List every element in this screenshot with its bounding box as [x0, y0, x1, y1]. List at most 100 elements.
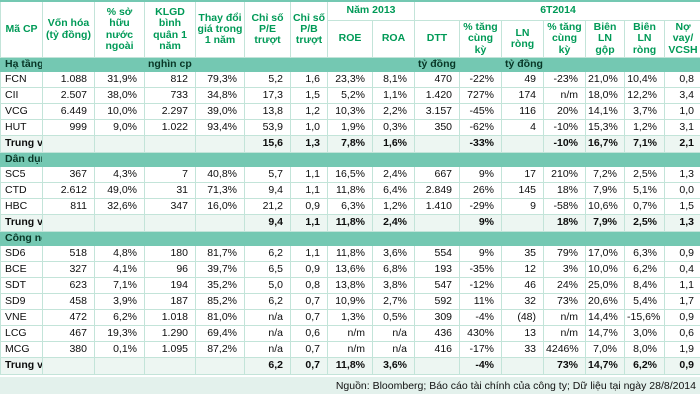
value-cell: 193	[414, 261, 461, 278]
value-cell: -22%	[459, 71, 503, 88]
value-cell: 20,6%	[585, 293, 626, 310]
value-cell: 49,0%	[94, 182, 145, 199]
col-header-ln-rong: LN ròng	[501, 20, 545, 58]
source-note: Nguồn: Bloomberg; Báo cáo tài chính của …	[335, 379, 696, 392]
value-cell: 518	[42, 245, 95, 262]
value-cell: 79,3%	[195, 71, 245, 88]
value-cell: 14,1%	[585, 103, 626, 120]
value-cell: 7,2%	[585, 166, 626, 183]
value-cell: 32,6%	[94, 198, 145, 215]
median-value-cell: 6,2%	[624, 357, 666, 375]
value-cell: 11,8%	[327, 182, 373, 199]
value-cell: 79%	[543, 245, 587, 262]
value-cell: 9%	[459, 166, 503, 183]
median-value-cell: -33%	[459, 135, 503, 153]
value-cell: -4%	[459, 309, 503, 326]
unit-cell	[94, 231, 145, 246]
value-cell: 0,9	[290, 261, 328, 278]
unit-label: tỷ đồng	[501, 57, 545, 72]
value-cell: 367	[42, 166, 95, 183]
value-cell: 9	[501, 198, 545, 215]
value-cell: 87,2%	[195, 341, 245, 358]
value-cell: 13,8	[244, 103, 291, 120]
value-cell: 180	[144, 245, 196, 262]
value-cell: 1,2%	[624, 119, 666, 136]
value-cell: 667	[414, 166, 461, 183]
ticker-cell: HUT	[0, 119, 43, 136]
median-value-cell: 1,3	[290, 135, 328, 153]
col-header-no-vay-vcsh: Nợ vay/ VCSH	[664, 20, 700, 58]
value-cell: 46	[501, 277, 545, 294]
median-value-cell	[195, 357, 245, 375]
value-cell: 1,1	[290, 182, 328, 199]
stock-row: SDT 623 7,1% 194 35,2% 5,0 0,8 13,8% 3,8% 547 -12%…	[0, 277, 700, 294]
median-value-cell: 9,4	[244, 214, 291, 232]
value-cell: 0,9	[664, 309, 700, 326]
value-cell: 33	[501, 341, 545, 358]
value-cell: 6,2	[244, 245, 291, 262]
value-cell: 0,7%	[624, 198, 666, 215]
value-cell: 554	[414, 245, 461, 262]
value-cell: 3,7%	[624, 103, 666, 120]
median-value-cell	[42, 357, 95, 375]
value-cell: 470	[414, 71, 461, 88]
value-cell: 3,9%	[94, 293, 145, 310]
median-value-cell: 1,6%	[371, 135, 416, 153]
unit-cell	[664, 231, 700, 246]
col-header-thay-doi-gia: Thay đổi giá trong 1 năm	[195, 0, 245, 58]
value-cell: 6,5	[244, 261, 291, 278]
value-cell: 174	[501, 87, 545, 104]
unit-cell	[585, 152, 626, 167]
value-cell: n/a	[371, 341, 416, 358]
value-cell: 6,2%	[624, 261, 666, 278]
value-cell: 93,4%	[195, 119, 245, 136]
value-cell: 727%	[459, 87, 503, 104]
median-value-cell: 11,8%	[327, 357, 373, 375]
unit-cell	[244, 231, 291, 246]
value-cell: 73%	[543, 293, 587, 310]
value-cell: 35,2%	[195, 277, 245, 294]
value-cell: 592	[414, 293, 461, 310]
median-value-cell	[94, 214, 145, 232]
median-label: Trung vị	[0, 214, 43, 232]
median-value-cell: 6,2	[244, 357, 291, 375]
value-cell: 0,8	[290, 277, 328, 294]
value-cell: 2,5%	[624, 166, 666, 183]
stock-row: SC5 367 4,3% 7 40,8% 5,7 1,1 16,5% 2,4% 667 9% 17 21…	[0, 166, 700, 183]
group-header-nam-2013: Năm 2013	[326, 0, 416, 21]
value-cell: 7	[144, 166, 196, 183]
value-cell: 14,7%	[585, 325, 626, 342]
value-cell: 1.095	[144, 341, 196, 358]
value-cell: -10%	[543, 119, 587, 136]
median-value-cell	[501, 135, 545, 153]
value-cell: 18%	[543, 182, 587, 199]
value-cell: 1,5	[664, 198, 700, 215]
value-cell: 16,0%	[195, 198, 245, 215]
unit-cell	[624, 57, 666, 72]
stock-row: LCG 467 19,3% 1.290 69,4% n/a 0,6 n/m n/a 436 430%…	[0, 325, 700, 342]
value-cell: 24%	[543, 277, 587, 294]
ticker-cell: LCG	[0, 325, 43, 342]
value-cell: 1.022	[144, 119, 196, 136]
value-cell: 1.410	[414, 198, 461, 215]
stock-row: CTD 2.612 49,0% 31 71,3% 9,4 1,1 11,8% 6,4% 2.849…	[0, 182, 700, 199]
value-cell: 1,6	[290, 71, 328, 88]
section-row: Dân dụng	[0, 152, 700, 167]
value-cell: 6.449	[42, 103, 95, 120]
value-cell: n/m	[327, 325, 373, 342]
value-cell: 4,8%	[94, 245, 145, 262]
value-cell: 23,3%	[327, 71, 373, 88]
section-row: Công nghiệp	[0, 231, 700, 246]
value-cell: 81,7%	[195, 245, 245, 262]
table-body: Hạ tầng nghìn cp tỷ đồng tỷ đồng FCN 1.088 31,…	[0, 57, 700, 375]
median-value-cell: 7,8%	[327, 135, 373, 153]
value-cell: 13,6%	[327, 261, 373, 278]
value-cell: 40,8%	[195, 166, 245, 183]
value-cell: 1.290	[144, 325, 196, 342]
unit-cell	[543, 152, 587, 167]
value-cell: 6,8%	[371, 261, 416, 278]
median-value-cell	[42, 214, 95, 232]
unit-cell	[195, 57, 245, 72]
ticker-cell: SD9	[0, 293, 43, 310]
stock-row: CII 2.507 38,0% 733 34,8% 17,3 1,5 5,2% 1,1% 1.42…	[0, 87, 700, 104]
